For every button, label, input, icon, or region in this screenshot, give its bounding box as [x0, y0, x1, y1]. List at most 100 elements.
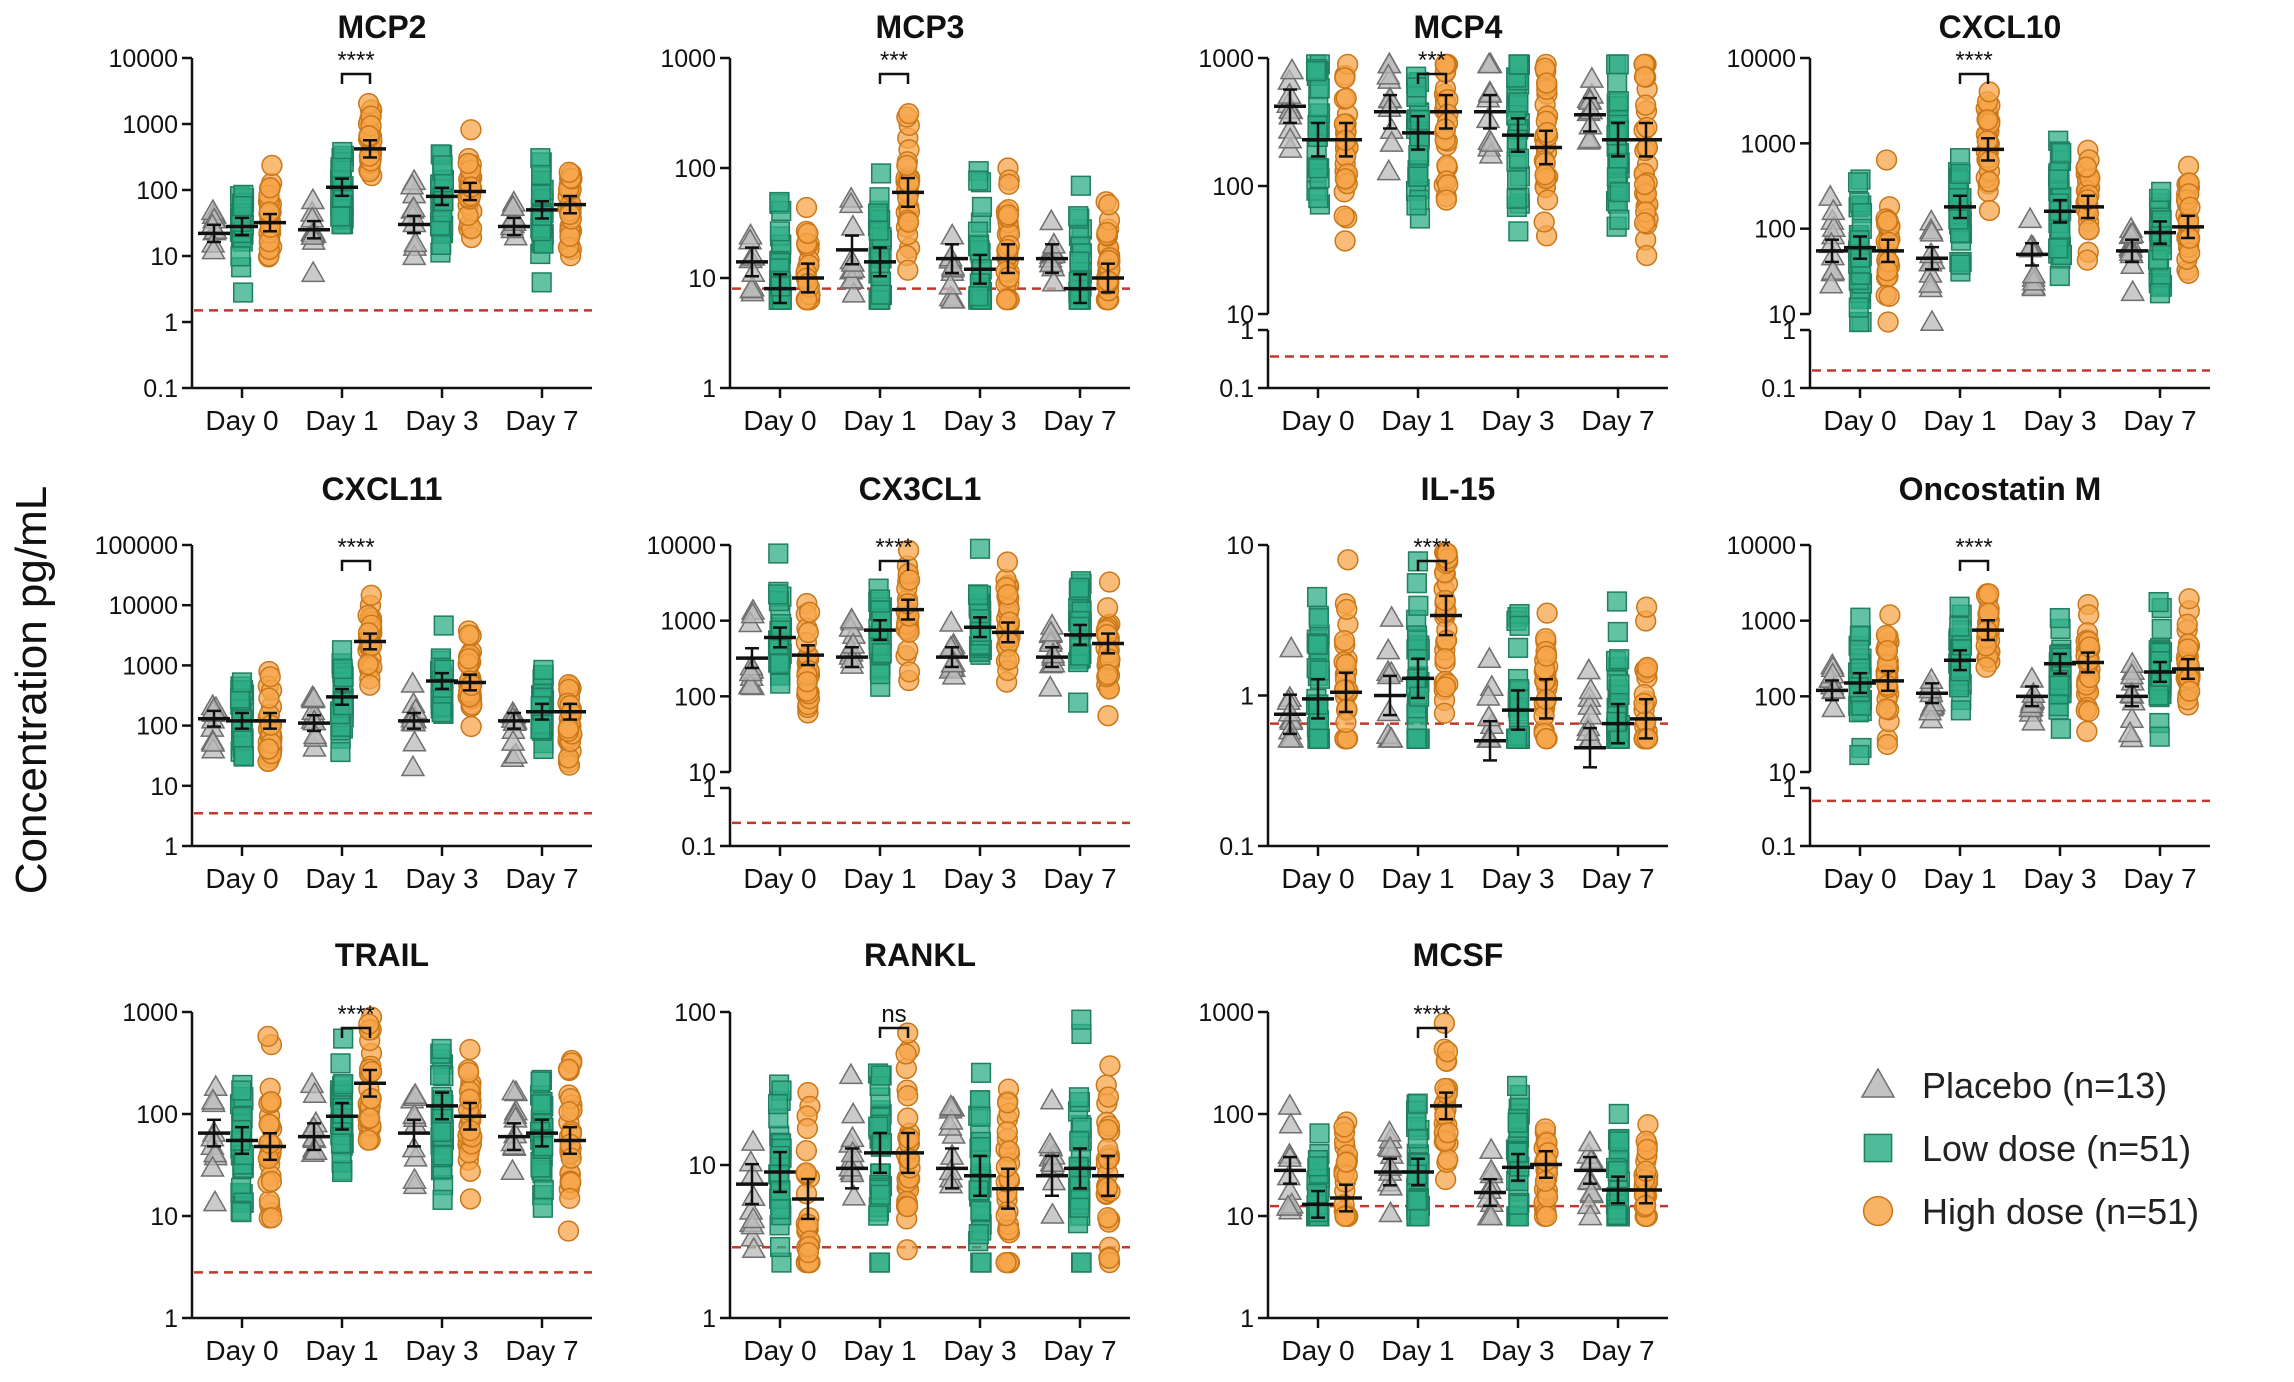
data-point: [768, 584, 789, 605]
y-tick-label: 1000: [660, 45, 716, 73]
data-point: [1309, 660, 1330, 681]
data-point: [2078, 700, 2100, 723]
points-low: [1067, 1009, 1092, 1273]
data-point: [740, 601, 766, 624]
legend-label: Placebo (n=13): [1922, 1065, 2167, 1106]
points-low: [1067, 571, 1093, 713]
data-point: [2051, 142, 2072, 164]
data-point: [1608, 54, 1629, 75]
panel-title: MCSF: [1413, 937, 1504, 973]
data-point: [1609, 649, 1630, 670]
data-point: [359, 1107, 381, 1129]
data-point: [1097, 663, 1119, 686]
data-point: [558, 161, 580, 183]
y-tick-label: 100: [1754, 683, 1796, 711]
data-point: [1576, 657, 1602, 680]
data-point: [1919, 309, 1945, 331]
data-point: [970, 1136, 991, 1158]
data-point: [1334, 67, 1356, 89]
data-point: [1434, 647, 1456, 670]
x-tick-label: Day 0: [1823, 405, 1896, 436]
data-point: [1041, 1168, 1067, 1191]
points-high: [1433, 1012, 1459, 1191]
significance-bracket: [1958, 559, 1990, 571]
data-point: [1407, 1128, 1428, 1149]
y-tick-label: 100: [136, 713, 178, 741]
data-point: [459, 1038, 481, 1061]
data-point: [1818, 271, 1844, 294]
data-point: [1069, 1197, 1090, 1218]
data-point: [259, 177, 281, 199]
x-tick-label: Day 3: [1481, 405, 1554, 436]
points-low: [968, 538, 992, 665]
points-low: [329, 640, 354, 763]
data-point: [1948, 188, 1969, 209]
data-point: [261, 1207, 283, 1229]
panel-title: RANKL: [864, 937, 976, 973]
data-point: [1950, 163, 1971, 185]
data-point: [203, 1074, 228, 1097]
data-point: [2076, 720, 2098, 743]
data-point: [1876, 210, 1898, 232]
x-tick-label: Day 3: [2023, 863, 2096, 894]
x-tick-label: Day 3: [1481, 1335, 1554, 1366]
y-tick-label: 10: [1768, 301, 1796, 329]
y-tick-label: 10000: [1726, 45, 1796, 73]
x-tick-label: Day 7: [2123, 863, 2196, 894]
data-point: [1876, 260, 1899, 282]
data-point: [769, 221, 791, 242]
data-point: [1478, 142, 1504, 164]
data-point: [897, 1085, 919, 1107]
data-point: [500, 1158, 525, 1180]
data-point: [1305, 60, 1327, 82]
legend-marker: [1862, 1195, 1894, 1227]
data-point: [841, 1184, 867, 1206]
data-point: [460, 119, 482, 141]
data-point: [300, 260, 326, 283]
x-tick-label: Day 0: [205, 405, 278, 436]
y-tick-label: 10: [1226, 301, 1254, 329]
significance-label: ****: [1955, 47, 1992, 74]
data-point: [360, 1061, 383, 1083]
data-point: [200, 1088, 226, 1110]
panel-cx3cl1: CX3CL1 0.1 110 100 1000 10000 Day 0 Day 1 Day 3 D…: [646, 471, 1130, 894]
data-point: [1096, 221, 1118, 244]
data-point: [1337, 549, 1359, 571]
data-point: [869, 1252, 891, 1273]
y-tick-label: 10: [1226, 532, 1254, 560]
points-high: [2075, 593, 2101, 743]
data-point: [1307, 158, 1329, 179]
data-point: [1037, 1131, 1063, 1154]
data-point: [1633, 692, 1655, 715]
data-point: [1633, 66, 1656, 88]
data-point: [797, 1241, 820, 1264]
y-tick-label: 1: [1240, 683, 1254, 711]
y-tick-label: 1: [1240, 1305, 1254, 1333]
data-point: [1379, 726, 1404, 748]
y-tick-label: 0.1: [1219, 375, 1254, 403]
data-point: [1978, 199, 2001, 222]
data-point: [1917, 699, 1943, 721]
data-point: [896, 1239, 918, 1261]
y-tick-label: 10: [150, 773, 178, 801]
x-tick-label: Day 0: [743, 1335, 816, 1366]
y-tick-label: 1: [1782, 775, 1796, 803]
data-point: [897, 1107, 919, 1129]
points-placebo: [1275, 57, 1305, 158]
significance-label: ****: [337, 534, 374, 561]
x-tick-label: Day 0: [1281, 405, 1354, 436]
x-tick-label: Day 1: [1381, 405, 1454, 436]
data-point: [840, 214, 866, 236]
y-tick-label: 100000: [95, 532, 178, 560]
data-point: [330, 206, 351, 227]
data-point: [431, 234, 452, 255]
data-point: [1334, 230, 1356, 252]
data-point: [1308, 187, 1329, 209]
data-point: [1068, 206, 1089, 227]
y-tick-label: 100: [136, 177, 178, 205]
data-point: [557, 1220, 580, 1242]
data-point: [1335, 653, 1357, 676]
data-point: [1098, 571, 1121, 593]
data-point: [1408, 595, 1429, 616]
data-point: [2119, 252, 2145, 274]
